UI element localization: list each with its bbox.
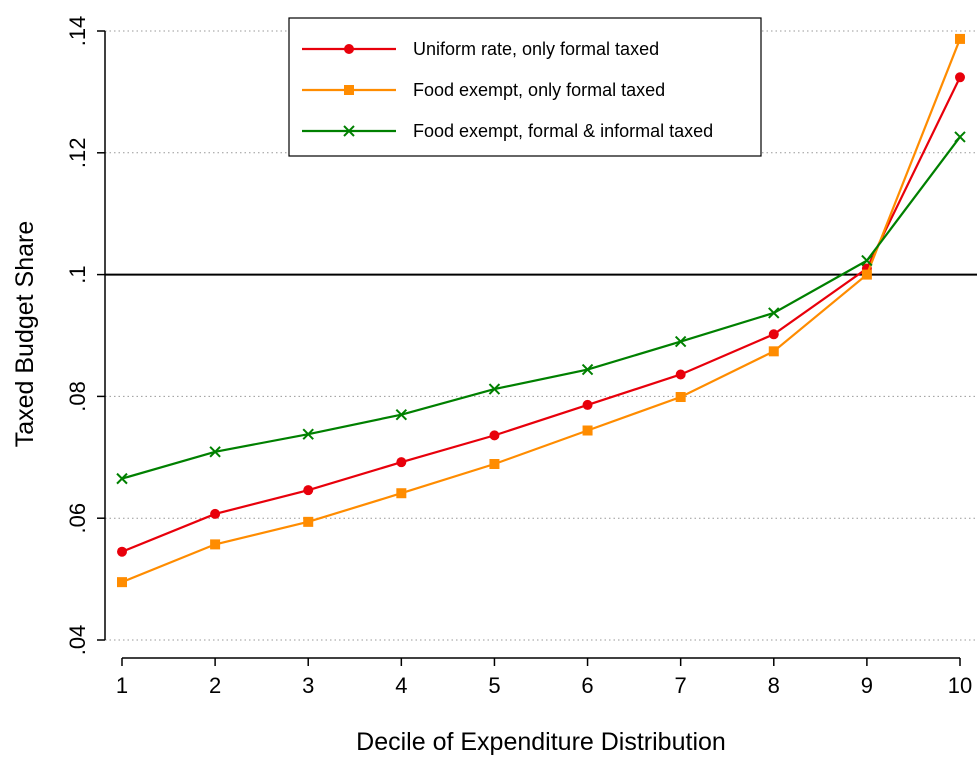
data-point-circle xyxy=(675,369,686,380)
series-line xyxy=(121,38,962,584)
data-point-x xyxy=(768,307,780,319)
x-tick-label: 3 xyxy=(302,673,314,698)
data-point-x xyxy=(209,446,221,458)
y-axis-title: Taxed Budget Share xyxy=(11,221,39,448)
data-point-circle xyxy=(955,72,965,83)
data-point-circle xyxy=(344,44,354,54)
legend-item: Food exempt, only formal taxed xyxy=(302,80,665,100)
data-point-x xyxy=(116,472,128,485)
y-tick-label: .14 xyxy=(65,16,90,47)
data-point-square xyxy=(210,539,221,550)
legend: Uniform rate, only formal taxed Food exem… xyxy=(288,17,762,157)
y-tick-label: .06 xyxy=(65,503,90,534)
data-point-x xyxy=(343,125,355,137)
data-point-square xyxy=(768,346,779,357)
data-point-circle xyxy=(210,508,221,519)
x-tick-label: 9 xyxy=(861,673,873,698)
legend-box xyxy=(288,17,762,157)
data-point-x xyxy=(395,408,408,421)
data-point-x xyxy=(581,363,594,376)
data-point-circle xyxy=(768,329,779,340)
x-tick-label: 6 xyxy=(581,673,593,698)
data-point-x xyxy=(302,428,314,440)
series-1 xyxy=(117,33,965,588)
x-tick-label: 1 xyxy=(116,673,128,698)
data-point-square xyxy=(675,392,686,403)
x-tick-label: 8 xyxy=(768,673,780,698)
x-tick-label: 10 xyxy=(948,673,972,698)
series-0 xyxy=(117,72,965,557)
y-tick-label: .08 xyxy=(65,381,90,412)
data-point-circle xyxy=(489,430,500,441)
data-point-square xyxy=(582,425,593,436)
legend-label: Food exempt, formal & informal taxed xyxy=(413,121,713,141)
y-tick-label: .1 xyxy=(65,265,90,283)
x-tick-label: 7 xyxy=(675,673,687,698)
series-2 xyxy=(116,131,966,485)
legend-item: Uniform rate, only formal taxed xyxy=(302,39,659,59)
gridlines xyxy=(105,30,977,641)
data-point-circle xyxy=(396,457,407,468)
data-point-square xyxy=(303,516,314,527)
x-axis-title: Decile of Expenditure Distribution xyxy=(356,728,726,756)
data-point-square xyxy=(861,269,872,280)
x-tick-label: 5 xyxy=(488,673,500,698)
data-point-square xyxy=(344,85,354,95)
data-point-x xyxy=(861,254,873,267)
data-point-square xyxy=(955,33,965,44)
series-line xyxy=(121,136,961,480)
data-point-square xyxy=(489,458,500,469)
data-point-x xyxy=(954,131,966,143)
y-tick-label: .12 xyxy=(65,138,90,169)
y-tick-label: .04 xyxy=(65,625,90,656)
legend-item: Food exempt, formal & informal taxed xyxy=(302,121,713,141)
legend-label: Uniform rate, only formal taxed xyxy=(413,39,659,59)
series-line xyxy=(121,76,961,553)
data-point-x xyxy=(488,383,501,395)
data-point-circle xyxy=(117,546,127,557)
data-point-square xyxy=(396,488,407,499)
data-point-x xyxy=(674,335,687,348)
x-tick-label: 2 xyxy=(209,673,221,698)
x-tick-label: 4 xyxy=(395,673,407,698)
data-point-circle xyxy=(582,399,593,410)
legend-label: Food exempt, only formal taxed xyxy=(413,80,665,100)
y-axis-ticks: .04 .06 .08 .1 .12 .14 xyxy=(65,16,105,656)
series-lines xyxy=(116,33,966,588)
data-point-circle xyxy=(303,485,314,496)
data-point-square xyxy=(117,577,127,588)
x-axis-ticks: 1 2 3 4 5 6 7 8 9 10 xyxy=(116,658,972,698)
